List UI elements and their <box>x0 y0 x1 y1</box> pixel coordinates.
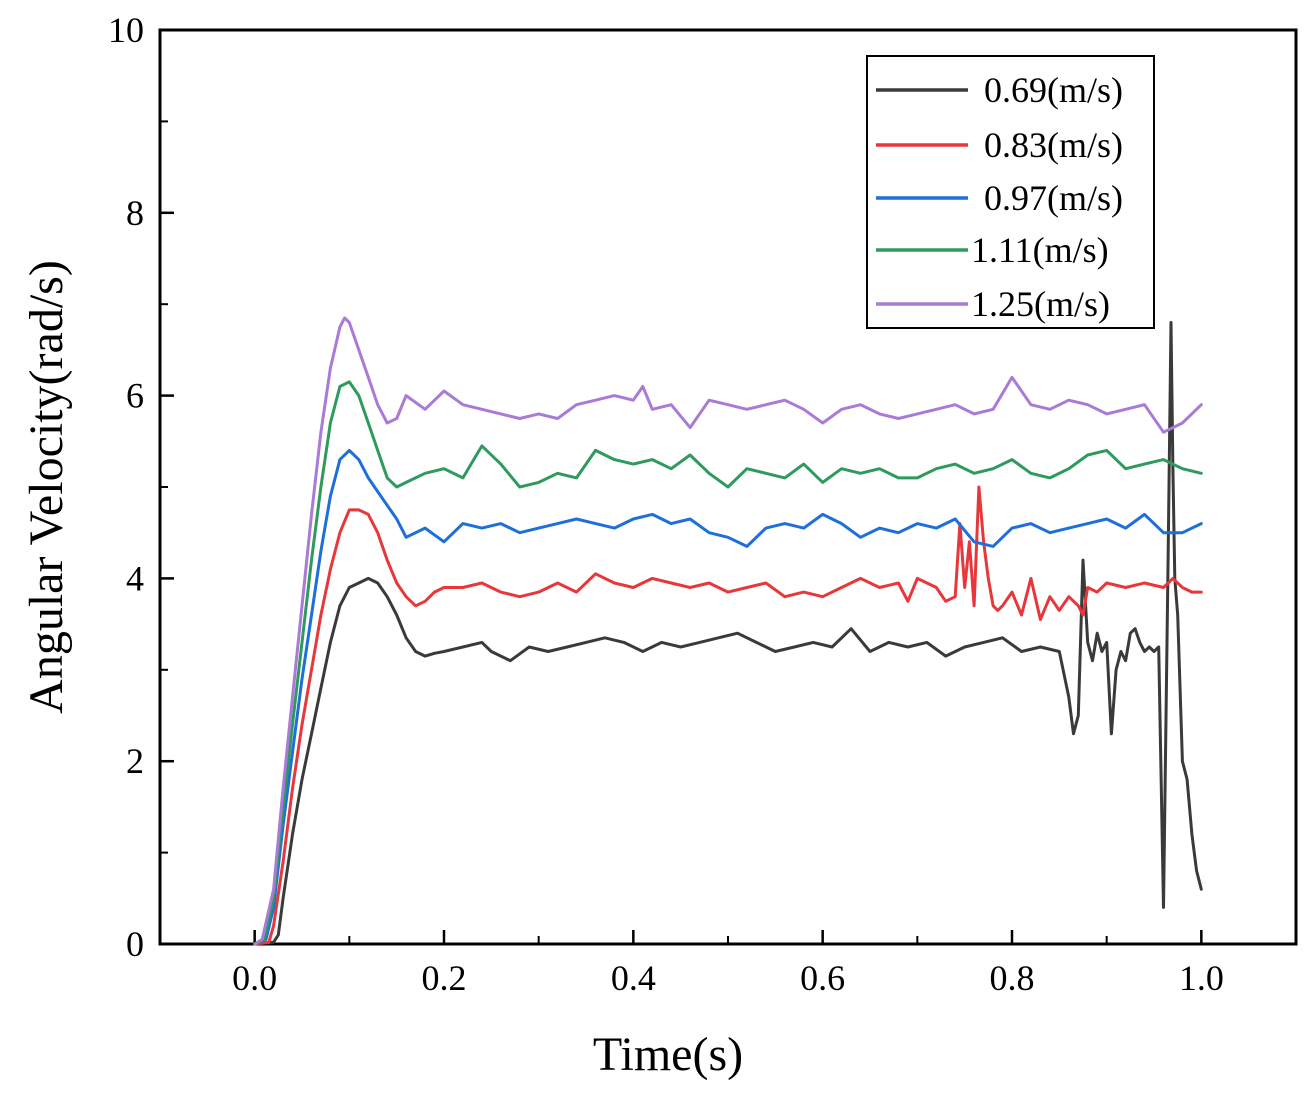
legend-label: 0.69(m/s) <box>984 70 1123 110</box>
series-line-5 <box>253 316 1203 946</box>
x-tick-label: 0.8 <box>990 958 1035 998</box>
y-tick-label: 0 <box>126 924 144 964</box>
legend-label: 0.97(m/s) <box>984 178 1123 218</box>
x-tick-label: 0.0 <box>232 958 277 998</box>
x-tick-label: 1.0 <box>1179 958 1224 998</box>
x-axis-ticks: 0.0 0.2 0.4 0.6 0.8 1.0 <box>159 930 1224 998</box>
y-axis-title: Angular Velocity(rad/s) <box>20 260 73 714</box>
series-line-3 <box>253 448 1203 946</box>
legend-label: 0.83(m/s) <box>984 125 1123 165</box>
x-tick-label: 0.6 <box>800 958 845 998</box>
x-tick-label: 0.4 <box>611 958 656 998</box>
y-tick-label: 6 <box>126 376 144 416</box>
y-tick-label: 2 <box>126 741 144 781</box>
y-tick-label: 10 <box>108 10 144 50</box>
legend-box <box>866 55 1155 329</box>
series-line-4 <box>253 380 1203 946</box>
x-axis-title: Time(s) <box>593 1028 743 1081</box>
series-line-2 <box>253 485 1203 946</box>
legend-label: 1.25(m/s) <box>971 284 1110 324</box>
y-tick-label: 4 <box>126 558 144 598</box>
legend: 0.69(m/s) 0.83(m/s) 0.97(m/s) 1.11(m/s) 1.25… <box>866 55 1155 329</box>
series-layer <box>253 316 1203 946</box>
series-line-1 <box>253 321 1203 946</box>
y-tick-label: 8 <box>126 193 144 233</box>
x-tick-label: 0.2 <box>422 958 467 998</box>
y-axis-ticks: 0 2 4 6 8 10 <box>108 10 174 964</box>
legend-label: 1.11(m/s) <box>971 230 1109 270</box>
